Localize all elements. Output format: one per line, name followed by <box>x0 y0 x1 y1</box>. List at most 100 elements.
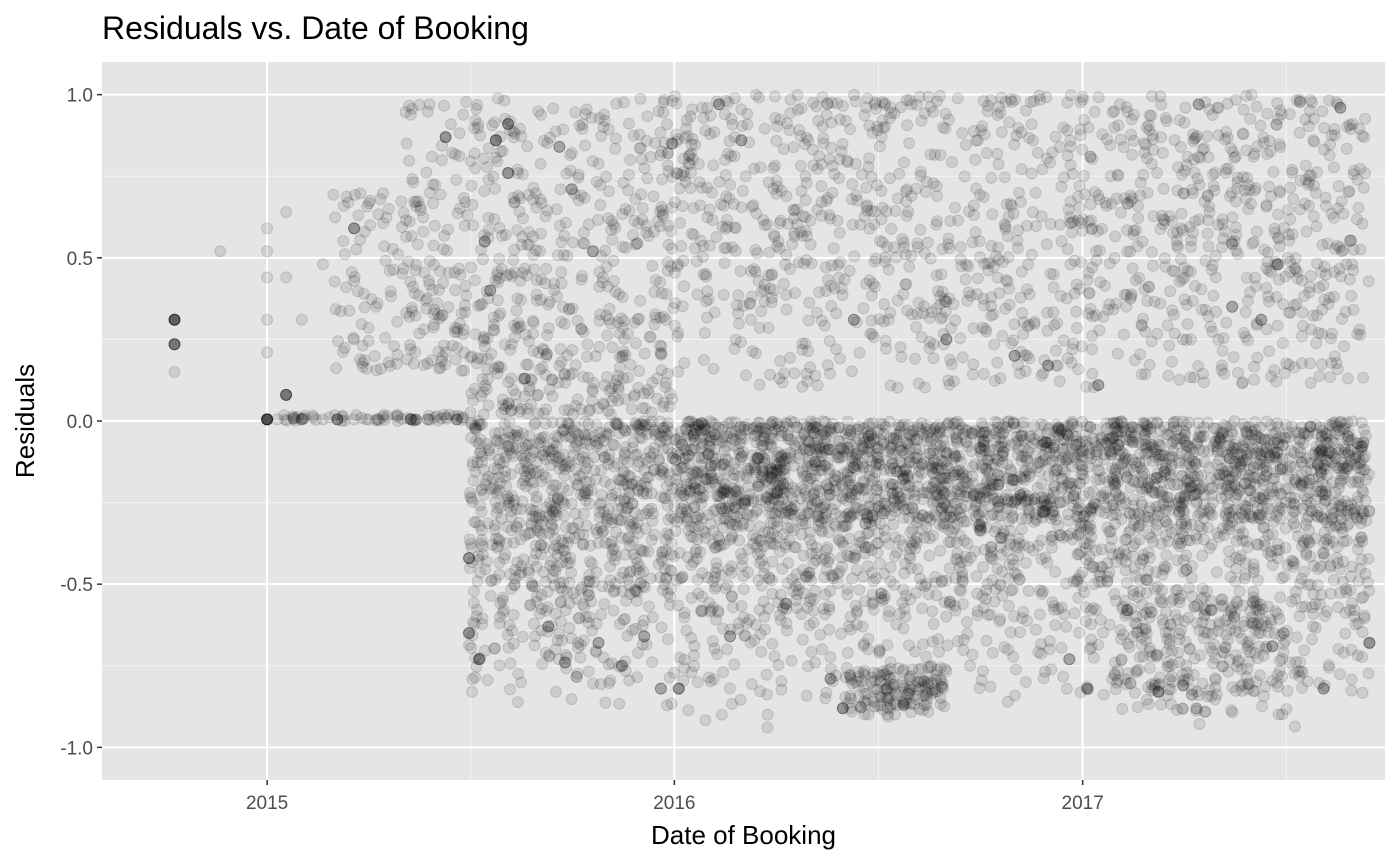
data-point <box>400 353 413 366</box>
data-point <box>1239 306 1252 319</box>
data-point <box>980 147 993 160</box>
data-point <box>476 352 489 365</box>
data-point <box>523 384 536 397</box>
data-point <box>1048 319 1061 332</box>
data-point <box>1036 163 1049 176</box>
data-point <box>461 209 474 222</box>
data-point <box>946 156 958 168</box>
data-point <box>811 306 823 319</box>
data-point <box>1031 461 1044 474</box>
data-point <box>488 324 501 337</box>
data-point <box>475 484 488 497</box>
data-point <box>785 521 798 534</box>
data-point <box>449 353 462 366</box>
data-point <box>995 91 1008 104</box>
data-point <box>523 226 535 239</box>
data-point <box>971 272 984 285</box>
data-point <box>1065 356 1078 369</box>
data-point <box>511 696 524 709</box>
data-point <box>468 122 481 135</box>
data-point <box>1076 143 1089 156</box>
data-point <box>1332 180 1345 193</box>
data-point <box>481 352 494 365</box>
data-point <box>553 451 566 464</box>
data-point <box>866 126 879 139</box>
data-point <box>745 678 758 691</box>
data-point <box>612 473 625 486</box>
data-point <box>520 269 533 282</box>
data-point <box>597 271 609 284</box>
data-point <box>638 614 650 627</box>
data-point <box>891 294 904 307</box>
data-point <box>617 315 630 327</box>
data-point <box>992 158 1005 171</box>
data-point <box>552 653 565 666</box>
data-point <box>402 255 415 268</box>
data-point <box>1103 257 1116 270</box>
data-point <box>1141 295 1154 307</box>
data-point <box>653 339 666 352</box>
data-point <box>754 161 767 174</box>
data-point <box>1061 124 1074 137</box>
data-point <box>526 315 539 327</box>
data-point <box>425 354 438 367</box>
data-point <box>481 373 494 386</box>
data-point <box>991 356 1004 369</box>
data-point <box>484 575 497 588</box>
data-point <box>942 374 955 387</box>
data-point <box>354 233 367 246</box>
data-point <box>763 368 776 381</box>
data-point <box>414 204 427 217</box>
data-point <box>560 586 573 599</box>
data-point <box>378 408 390 421</box>
data-point <box>721 643 733 656</box>
data-point <box>1033 89 1046 102</box>
data-point <box>489 642 502 655</box>
data-point <box>1040 238 1053 251</box>
data-point <box>1184 265 1197 278</box>
data-point <box>1076 90 1089 103</box>
data-point <box>834 256 847 269</box>
data-point <box>448 321 461 334</box>
raw-points <box>271 88 1376 734</box>
data-point <box>609 379 622 391</box>
data-point <box>482 292 495 305</box>
data-point <box>1178 116 1191 129</box>
data-point <box>857 570 870 583</box>
data-point <box>1228 151 1241 164</box>
data-point <box>726 698 738 710</box>
data-point <box>685 592 698 604</box>
data-point <box>578 487 591 500</box>
data-point <box>465 350 478 363</box>
data-point <box>569 507 582 520</box>
data-point <box>604 408 617 421</box>
data-point <box>576 122 589 135</box>
data-point <box>536 431 548 444</box>
data-point <box>435 309 448 322</box>
data-point <box>1142 119 1155 132</box>
data-point <box>959 138 972 151</box>
data-point <box>1295 540 1308 553</box>
data-point <box>1138 146 1151 159</box>
data-point <box>478 229 491 242</box>
data-point <box>437 408 450 421</box>
data-point <box>358 354 371 367</box>
data-point <box>1008 567 1021 580</box>
data-point <box>649 311 662 324</box>
data-point <box>911 308 924 320</box>
data-point <box>803 296 816 309</box>
data-point <box>487 311 500 324</box>
data-point <box>435 154 448 167</box>
data-point <box>816 643 828 656</box>
data-point <box>607 275 620 287</box>
data-point <box>411 238 424 251</box>
data-point <box>565 632 578 645</box>
data-point <box>391 348 404 361</box>
data-point <box>550 685 562 698</box>
data-point <box>491 92 504 105</box>
data-point <box>1248 373 1260 386</box>
data-point <box>527 446 540 459</box>
data-point <box>594 199 607 211</box>
data-point <box>1265 370 1278 383</box>
data-point <box>448 410 461 423</box>
